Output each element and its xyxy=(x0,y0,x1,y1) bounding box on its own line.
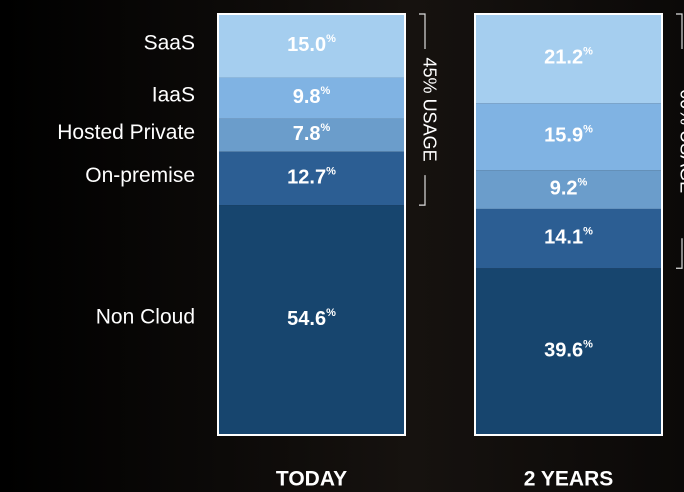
value-label: 54.6% xyxy=(287,307,336,330)
value-unit: % xyxy=(583,339,593,351)
bar-segment xyxy=(218,205,405,435)
value-number: 54.6 xyxy=(287,308,326,330)
bar-segment xyxy=(218,77,405,119)
value-number: 9.2 xyxy=(550,178,578,200)
value-unit: % xyxy=(321,122,331,134)
value-number: 7.8 xyxy=(293,124,321,146)
value-number: 21.2 xyxy=(544,47,583,69)
bar-outline xyxy=(474,13,663,436)
bracket xyxy=(419,13,426,206)
value-number: 14.1 xyxy=(544,227,583,249)
x-tick-label: 2 YEARS xyxy=(524,468,614,491)
value-label: 14.1% xyxy=(544,226,593,249)
legend-label: IaaS xyxy=(152,84,195,107)
value-unit: % xyxy=(326,165,336,177)
annotation: 45% USAGE xyxy=(419,58,439,162)
bar-segment xyxy=(475,268,662,435)
legend-label: SaaS xyxy=(144,32,195,55)
value-number: 12.7 xyxy=(287,167,326,189)
legend-label: Non Cloud xyxy=(96,306,195,329)
legend-label: On-premise xyxy=(85,164,195,187)
annotation: 60% USAGE xyxy=(676,89,684,193)
value-unit: % xyxy=(321,85,331,97)
value-number: 39.6 xyxy=(544,340,583,362)
bar-segment xyxy=(475,208,662,269)
x-tick-label: TODAY xyxy=(276,468,347,491)
value-label: 21.2% xyxy=(544,46,593,69)
value-label: 15.0% xyxy=(287,33,336,56)
bar-segment xyxy=(218,14,405,78)
value-unit: % xyxy=(578,176,588,188)
bar-segment xyxy=(218,151,405,206)
value-label: 39.6% xyxy=(544,339,593,362)
value-number: 15.9 xyxy=(544,125,583,147)
value-unit: % xyxy=(326,307,336,319)
value-label: 9.2% xyxy=(550,176,588,199)
bar-segment xyxy=(475,103,662,171)
value-unit: % xyxy=(583,226,593,238)
value-label: 9.8% xyxy=(293,85,331,108)
bar-outline xyxy=(217,13,406,436)
legend-label: Hosted Private xyxy=(57,121,195,144)
bar-segment xyxy=(218,118,405,152)
value-label: 12.7% xyxy=(287,165,336,188)
value-label: 15.9% xyxy=(544,124,593,147)
value-unit: % xyxy=(583,46,593,58)
bracket xyxy=(676,13,683,269)
value-label: 7.8% xyxy=(293,122,331,145)
value-unit: % xyxy=(583,124,593,136)
value-number: 9.8 xyxy=(293,86,321,108)
value-unit: % xyxy=(326,33,336,45)
value-number: 15.0 xyxy=(287,34,326,56)
bar-segment xyxy=(475,14,662,104)
bar-segment xyxy=(475,170,662,209)
